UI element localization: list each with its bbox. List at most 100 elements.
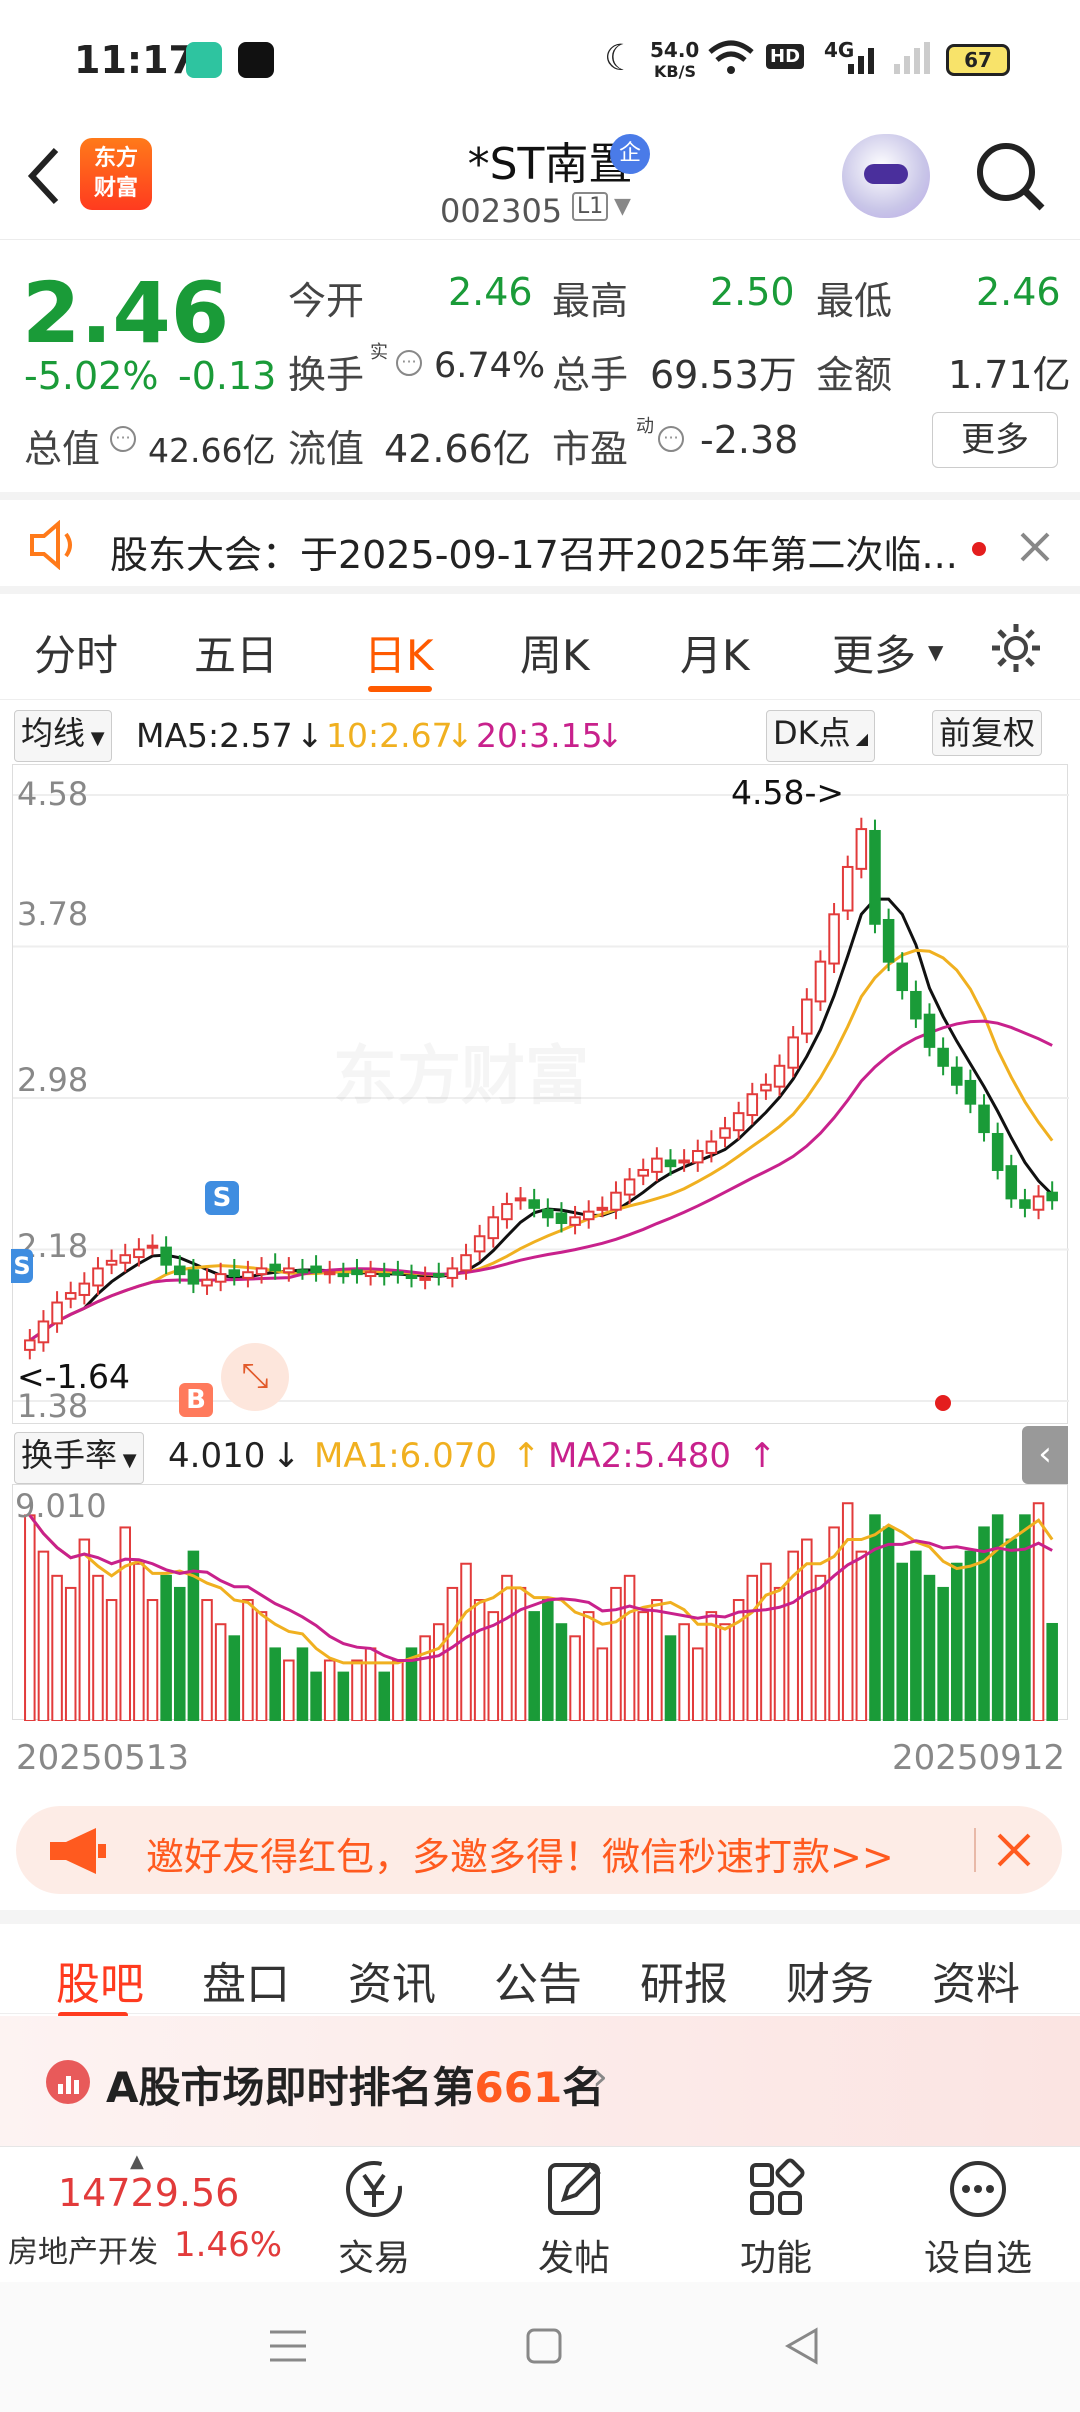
stock-name: *ST南置 xyxy=(467,139,633,190)
volume-label: 总手 xyxy=(552,353,629,397)
status-time: 11:17 xyxy=(74,38,195,82)
tab-news[interactable]: 资讯 xyxy=(348,1959,436,2010)
ma-select[interactable]: 均线 ▼ xyxy=(14,710,112,762)
candle-body xyxy=(460,1254,472,1272)
tab-weekly-k[interactable]: 周K xyxy=(520,631,590,680)
close-icon[interactable] xyxy=(1018,530,1052,564)
net-speed-unit: KB/S xyxy=(654,62,696,81)
settings-gear-icon[interactable] xyxy=(988,620,1044,676)
candle-body xyxy=(119,1254,132,1264)
back-arrow-icon[interactable] xyxy=(24,146,64,206)
sector-index-value[interactable]: 14729.56 xyxy=(58,2171,240,2215)
functions-label: 功能 xyxy=(739,2238,812,2279)
info-icon[interactable]: ··· xyxy=(396,350,422,376)
more-dropdown-icon[interactable]: ▼ xyxy=(928,640,944,664)
chevron-right-icon[interactable]: › xyxy=(592,2054,608,2100)
candle-body xyxy=(1046,1191,1058,1202)
current-price: 2.46 xyxy=(22,264,230,362)
turnover-select[interactable]: 换手率 ▼ xyxy=(14,1432,144,1484)
down-arrow-icon: ↓ xyxy=(596,716,624,755)
candle-body xyxy=(582,1210,595,1221)
turnover-sup: 实 xyxy=(370,342,388,363)
tab-daily-k[interactable]: 日K xyxy=(364,631,434,680)
post-button[interactable]: 发帖 xyxy=(504,2157,644,2281)
assistant-robot-icon[interactable] xyxy=(842,134,930,218)
collapse-arrow-icon[interactable]: ‹ xyxy=(1022,1426,1068,1484)
turnover-bar xyxy=(1032,1502,1045,1722)
turnover-value: 6.74% xyxy=(434,346,546,386)
turnover-header: 换手率 ▼ 4.010 ↓ MA1:6.070 ↑ MA2:5.480 ↑ ‹ xyxy=(12,1426,1068,1484)
functions-button[interactable]: 功能 xyxy=(706,2157,846,2281)
turnover-chart[interactable]: 9.010 xyxy=(12,1484,1068,1723)
kline-chart[interactable]: 4.58 3.78 2.98 2.18 1.38 4.58-> <-1.64 东… xyxy=(11,764,1069,1425)
market-cap-label: 总值 xyxy=(24,427,101,471)
home-icon[interactable] xyxy=(524,2326,564,2366)
up-triangle-icon: ▲ xyxy=(130,2151,144,2172)
info-icon[interactable]: ··· xyxy=(110,426,136,452)
turnover-bar xyxy=(105,1599,118,1722)
notice-bar[interactable]: 股东大会：于2025-09-17召开2025年第二次临... xyxy=(0,492,1080,594)
tab-more[interactable]: 更多 xyxy=(832,631,917,680)
candle-body xyxy=(801,998,813,1035)
search-icon[interactable] xyxy=(972,138,1048,214)
amount-value: 1.71亿 xyxy=(948,353,1071,397)
turnover-bar xyxy=(964,1550,977,1722)
buy-marker[interactable]: B xyxy=(179,1383,213,1417)
turnover-bar xyxy=(51,1574,63,1722)
pe-sup: 动 xyxy=(636,416,654,437)
turnover-bar xyxy=(569,1635,581,1722)
change-amount: -0.13 xyxy=(178,354,277,398)
max-price-annotation: 4.58-> xyxy=(731,773,845,812)
y-axis-label: 2.98 xyxy=(17,1061,89,1099)
turnover-bar xyxy=(432,1623,445,1722)
close-icon[interactable] xyxy=(996,1832,1032,1868)
tab-research[interactable]: 研报 xyxy=(640,1959,728,2010)
candle-body xyxy=(760,1083,772,1092)
tab-guba[interactable]: 股吧 xyxy=(56,1959,144,2010)
candle-body xyxy=(910,990,922,1020)
amount-label: 金额 xyxy=(816,353,893,397)
info-icon[interactable]: ··· xyxy=(658,426,684,452)
turnover-bar xyxy=(937,1586,949,1722)
more-button[interactable]: 更多 xyxy=(932,412,1058,468)
turnover-bar xyxy=(1046,1622,1058,1723)
adjust-button[interactable]: 前复权 xyxy=(932,710,1043,756)
tab-five-day[interactable]: 五日 xyxy=(194,631,279,680)
candle-body xyxy=(773,1064,786,1088)
add-watchlist-button[interactable]: 设自选 xyxy=(908,2157,1048,2281)
turnover-bar xyxy=(255,1611,268,1722)
tab-pankou[interactable]: 盘口 xyxy=(202,1959,290,2010)
turnover-bar xyxy=(664,1635,677,1722)
turnover-bar xyxy=(146,1599,159,1722)
sector-name[interactable]: 房地产开发 xyxy=(8,2235,158,2270)
turnover-bar xyxy=(242,1599,254,1722)
candle-body xyxy=(596,1206,609,1211)
candle-body xyxy=(446,1267,459,1279)
expand-icon[interactable]: ⤡ xyxy=(221,1343,289,1411)
turnover-bar xyxy=(37,1550,50,1722)
sell-marker-edge[interactable]: S xyxy=(11,1249,33,1283)
trade-button[interactable]: 交易 xyxy=(304,2157,444,2281)
tab-intraday[interactable]: 分时 xyxy=(34,631,119,680)
sell-marker[interactable]: S xyxy=(205,1181,239,1215)
turnover-bar xyxy=(596,1647,609,1722)
turnover-svg xyxy=(24,1502,1058,1723)
turnover-bar xyxy=(678,1623,690,1722)
invite-banner[interactable]: 邀好友得红包，多邀多得！微信秒速打款>> xyxy=(16,1806,1062,1894)
menu-icon[interactable] xyxy=(268,2326,308,2366)
turnover-ma2-line xyxy=(28,1514,1053,1663)
tab-announcements[interactable]: 公告 xyxy=(494,1959,582,2010)
dk-point-button[interactable]: DK点 ◢ xyxy=(766,710,876,762)
open-value: 2.46 xyxy=(448,270,533,314)
turnover-bar xyxy=(950,1562,963,1722)
candle-body xyxy=(105,1259,118,1266)
candle-body xyxy=(487,1216,500,1240)
down-arrow-icon: ↓ xyxy=(272,1436,301,1476)
code-dropdown-icon[interactable]: ▼ xyxy=(614,194,631,219)
back-icon[interactable] xyxy=(782,2326,822,2366)
tab-profile[interactable]: 资料 xyxy=(932,1959,1020,2010)
rank-card[interactable]: A股市场即时排名第661名 › xyxy=(0,2016,1080,2146)
tab-finance[interactable]: 财务 xyxy=(786,1959,874,2010)
tab-monthly-k[interactable]: 月K xyxy=(680,631,750,680)
candle-body xyxy=(405,1275,418,1280)
